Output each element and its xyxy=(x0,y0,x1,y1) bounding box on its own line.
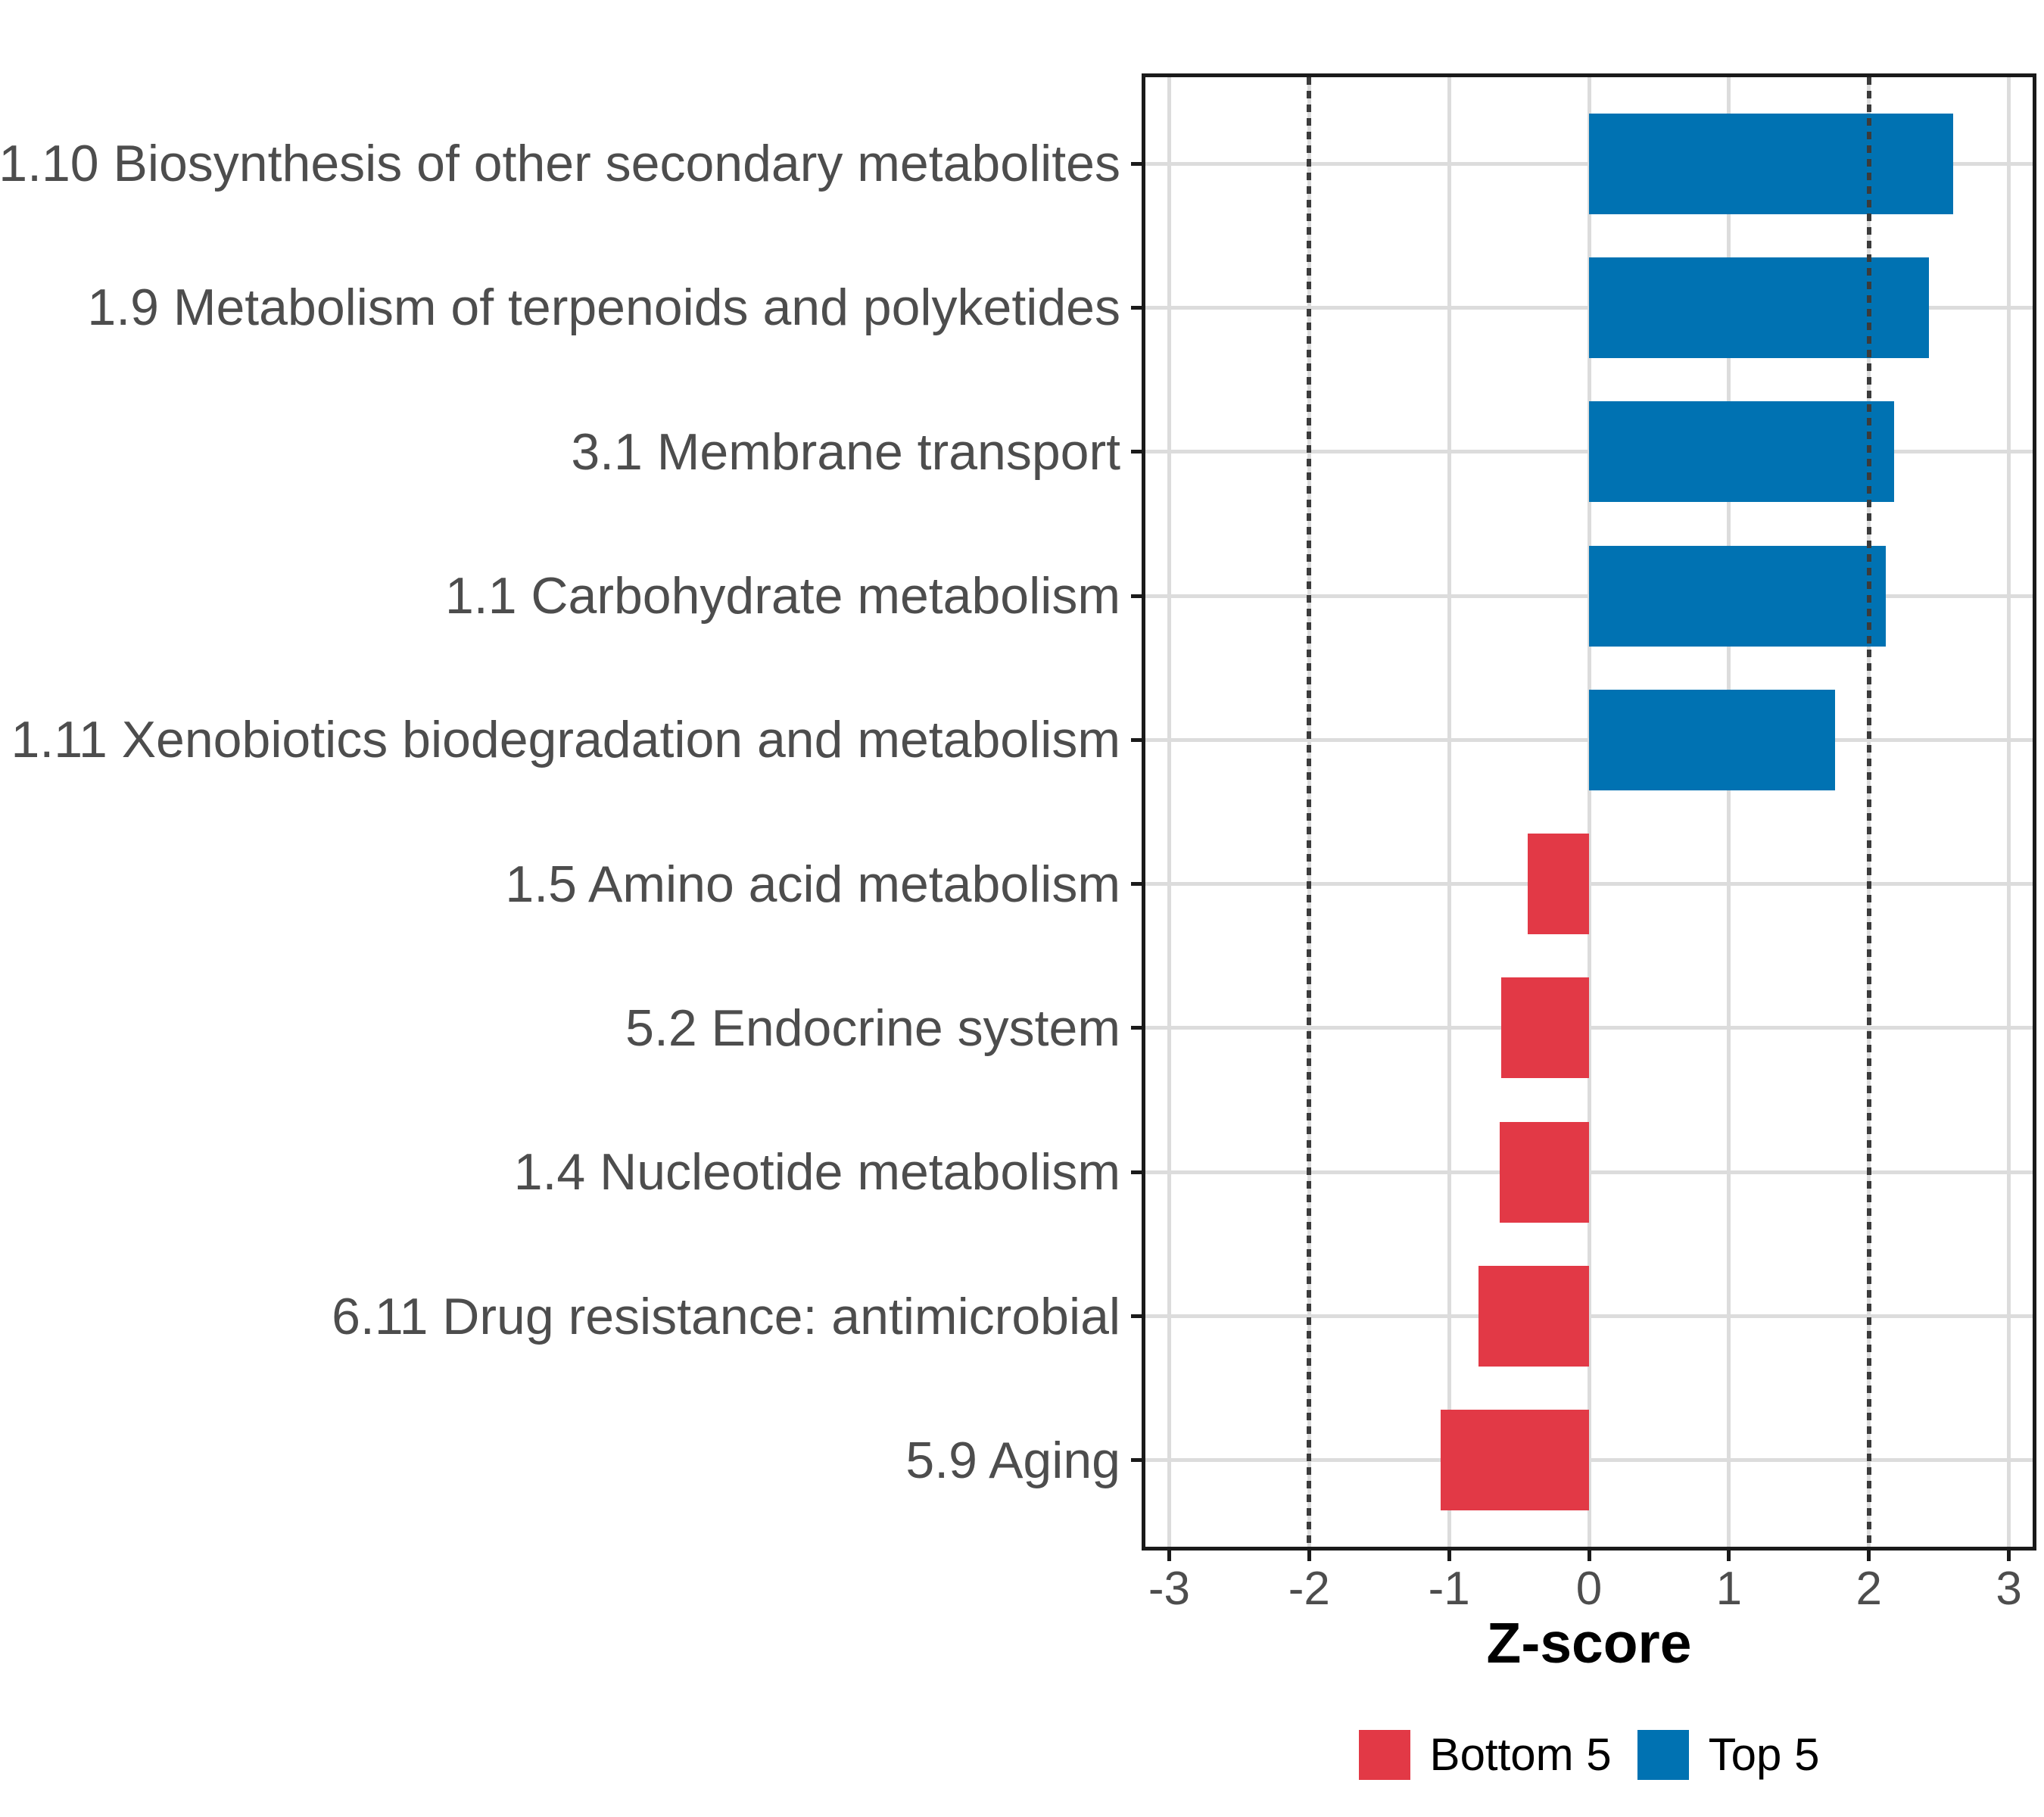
y-axis-tick xyxy=(1131,305,1142,310)
x-axis-tick xyxy=(1167,1551,1171,1561)
x-gridline xyxy=(2007,77,2011,1547)
x-gridline xyxy=(1587,77,1591,1547)
bar-top5 xyxy=(1589,545,1886,647)
x-axis-tick-label: -2 xyxy=(1288,1563,1330,1615)
x-axis-tick xyxy=(1867,1551,1871,1561)
y-axis-label: 1.4 Nucleotide metabolism xyxy=(513,1143,1120,1201)
bar-top5 xyxy=(1589,401,1894,503)
x-axis-tick-label: 0 xyxy=(1575,1563,1603,1615)
bar-bottom5 xyxy=(1478,1266,1589,1367)
legend-label: Bottom 5 xyxy=(1429,1729,1612,1780)
bar-bottom5 xyxy=(1527,834,1589,935)
y-axis-label: 1.5 Amino acid metabolism xyxy=(505,855,1120,913)
x-axis-tick-label: 1 xyxy=(1715,1563,1743,1615)
legend-swatch-top5 xyxy=(1637,1730,1689,1780)
y-axis-tick xyxy=(1131,1314,1142,1319)
bar-bottom5 xyxy=(1441,1410,1589,1511)
x-axis-tick xyxy=(1587,1551,1591,1561)
y-axis-tick xyxy=(1131,737,1142,742)
y-axis-tick xyxy=(1131,594,1142,598)
y-axis-label: 1.11 Xenobiotics biodegradation and meta… xyxy=(11,711,1121,769)
legend-item: Bottom 5 xyxy=(1358,1729,1612,1781)
bar-bottom5 xyxy=(1500,977,1589,1079)
y-axis-tick xyxy=(1131,161,1142,166)
reference-line xyxy=(1307,77,1312,1547)
legend: Bottom 5 Top 5 xyxy=(1142,1729,2036,1781)
x-axis-title: Z-score xyxy=(1486,1611,1692,1675)
y-axis-label: 1.1 Carbohydrate metabolism xyxy=(444,567,1120,625)
x-axis-tick xyxy=(1727,1551,1731,1561)
x-axis-tick xyxy=(2007,1551,2011,1561)
x-gridline xyxy=(1447,77,1451,1547)
y-axis-label: 5.2 Endocrine system xyxy=(625,999,1120,1057)
y-axis-label: 6.11 Drug resistance: antimicrobial xyxy=(332,1287,1120,1345)
y-axis-label: 1.10 Biosynthesis of other secondary met… xyxy=(0,135,1120,193)
x-axis-tick-label: 2 xyxy=(1855,1563,1882,1615)
x-axis-tick-label: -1 xyxy=(1428,1563,1470,1615)
x-axis-tick-label: -3 xyxy=(1148,1563,1190,1615)
y-axis-tick xyxy=(1131,450,1142,454)
x-gridline xyxy=(1167,77,1171,1547)
y-axis-label: 3.1 Membrane transport xyxy=(571,422,1120,481)
bar-top5 xyxy=(1589,689,1836,790)
legend-label: Top 5 xyxy=(1708,1729,1820,1780)
y-axis-label: 1.9 Metabolism of terpenoids and polyket… xyxy=(87,279,1120,337)
y-axis-tick xyxy=(1131,1026,1142,1030)
x-axis-tick xyxy=(1447,1551,1451,1561)
bar-bottom5 xyxy=(1499,1121,1589,1223)
y-axis-tick xyxy=(1131,882,1142,887)
plot-panel xyxy=(1142,73,2036,1551)
bar-top5 xyxy=(1589,113,1953,214)
x-axis-tick xyxy=(1307,1551,1311,1561)
bar-top5 xyxy=(1589,257,1930,358)
legend-swatch-bottom5 xyxy=(1358,1730,1410,1780)
x-gridline xyxy=(1727,77,1731,1547)
y-axis-tick xyxy=(1131,1170,1142,1174)
reference-line xyxy=(1866,77,1871,1547)
x-axis-tick-label: 3 xyxy=(1996,1563,2022,1615)
y-axis-label: 5.9 Aging xyxy=(905,1431,1120,1489)
legend-item: Top 5 xyxy=(1637,1729,1820,1781)
y-axis-tick xyxy=(1131,1458,1142,1463)
